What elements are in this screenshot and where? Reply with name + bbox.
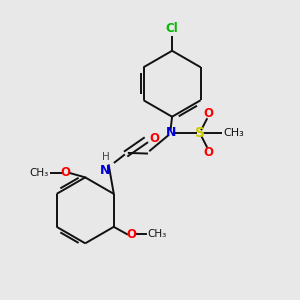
Text: O: O [149,132,159,145]
Text: N: N [165,126,176,140]
Text: O: O [60,167,70,179]
Text: Cl: Cl [166,22,178,35]
Text: S: S [195,126,205,140]
Text: CH₃: CH₃ [224,128,244,138]
Text: CH₃: CH₃ [148,229,167,239]
Text: H: H [103,152,110,162]
Text: O: O [203,146,213,159]
Text: O: O [203,107,213,120]
Text: N: N [100,164,110,177]
Text: O: O [126,228,136,241]
Text: CH₃: CH₃ [30,168,49,178]
